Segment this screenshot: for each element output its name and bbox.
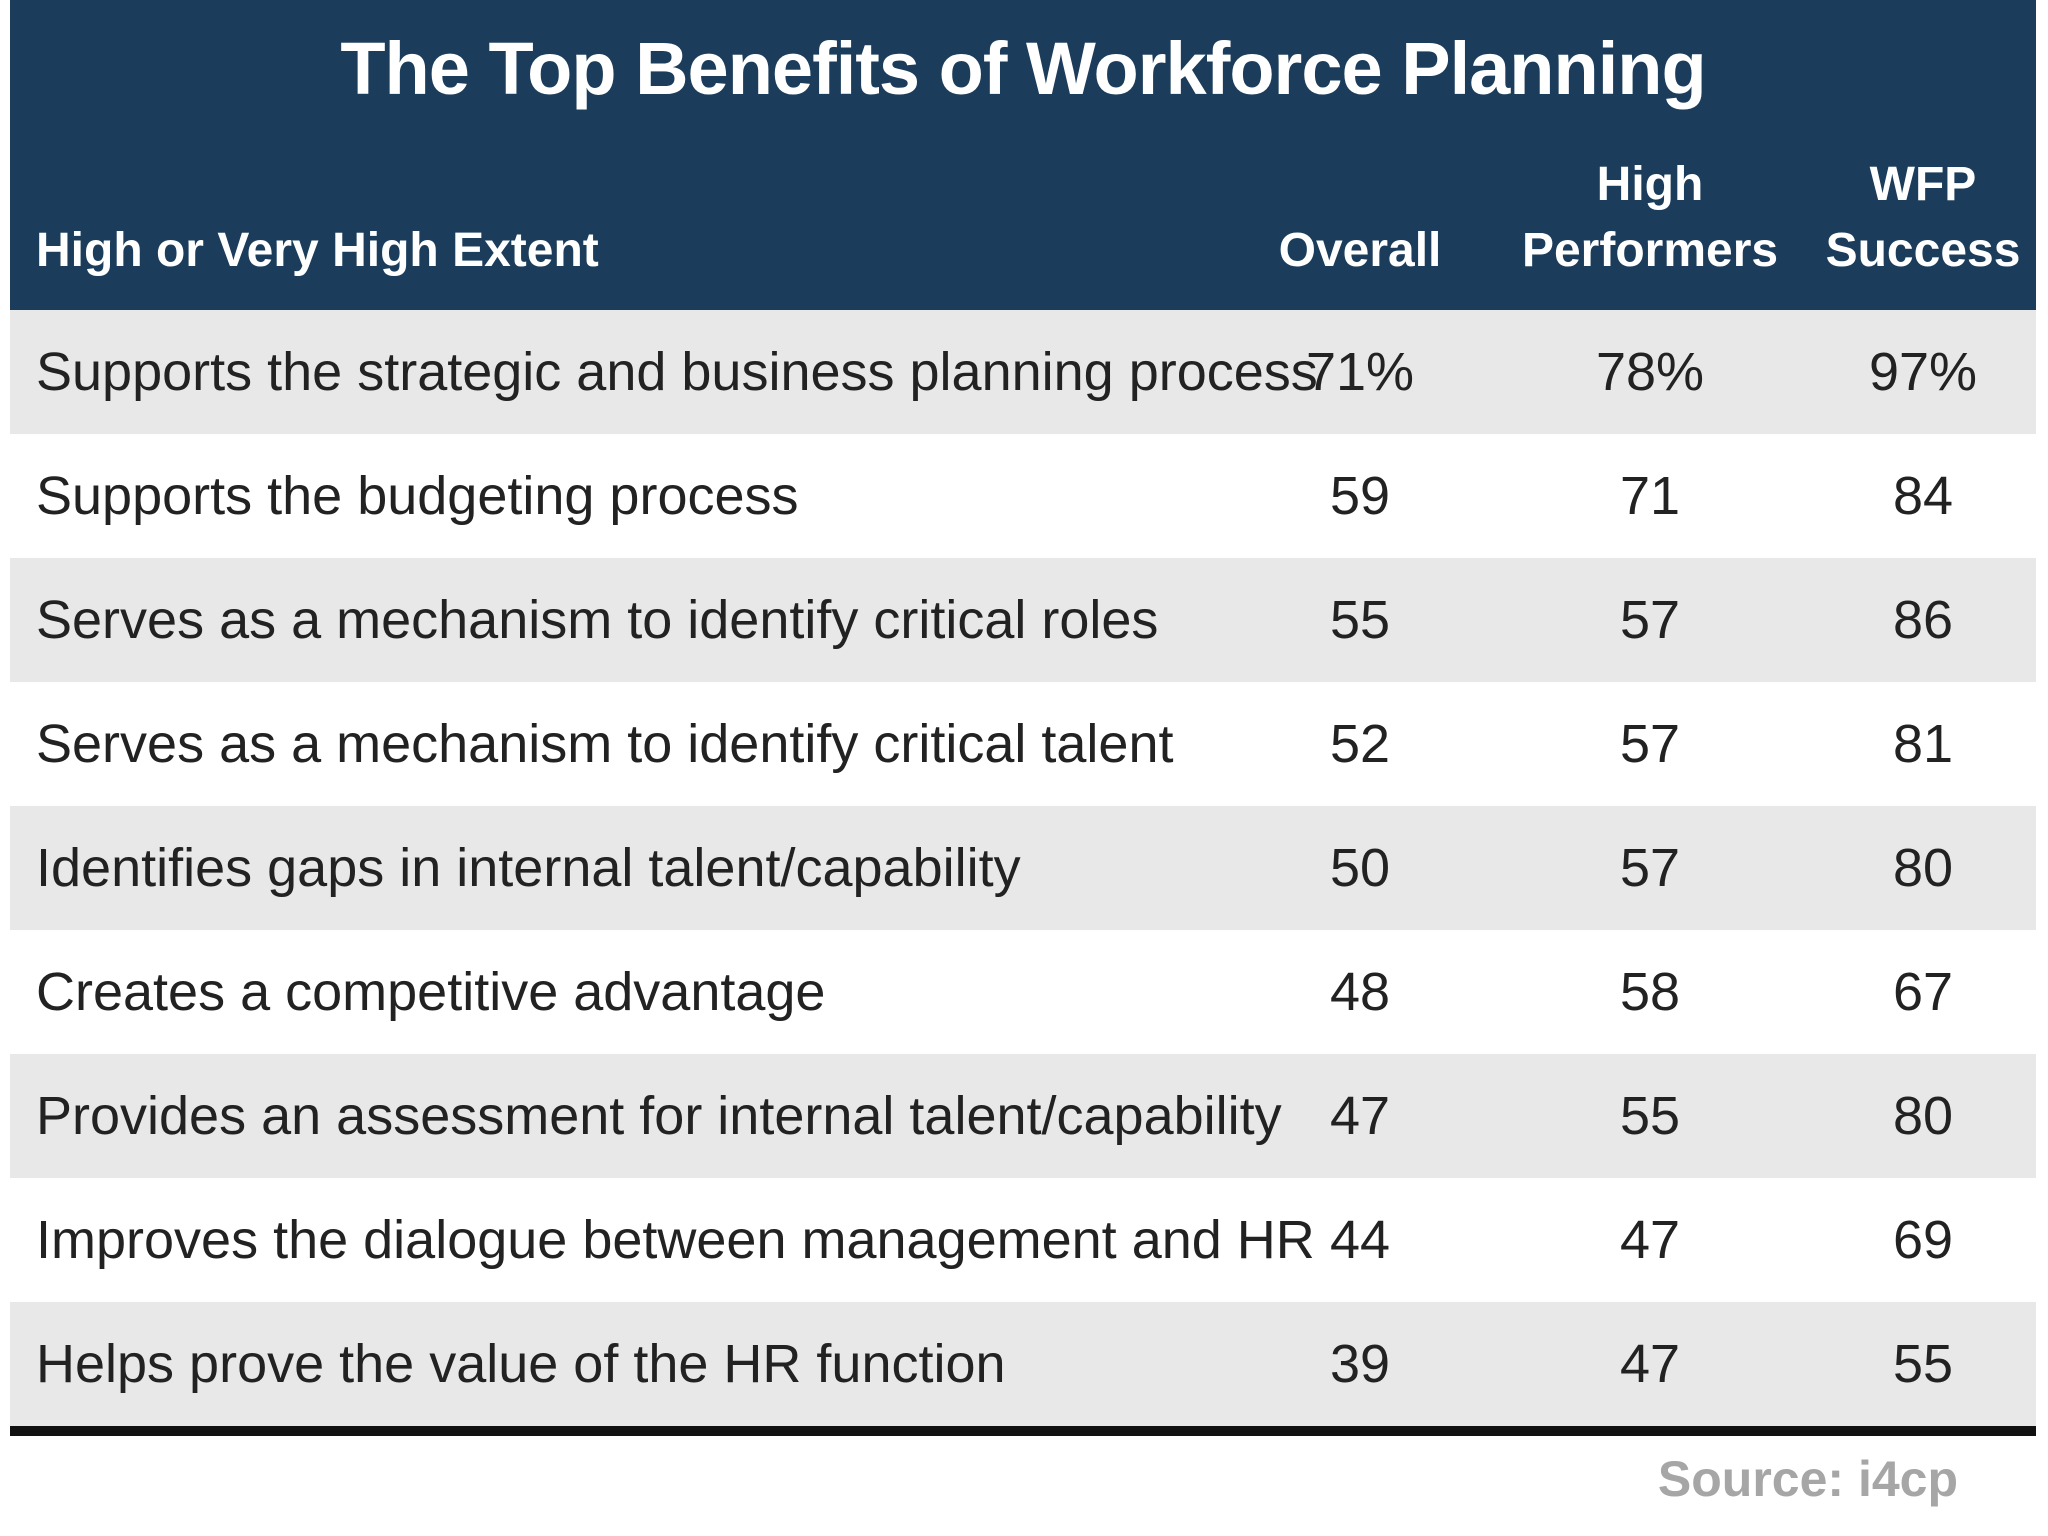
table-row: Supports the budgeting process 59 71 84 xyxy=(10,434,2036,558)
header-wfp-success-line-2: Success xyxy=(1825,224,2021,277)
table-header: The Top Benefits of Workforce Planning H… xyxy=(10,0,2036,310)
cell-wfp-success: 67 xyxy=(1892,962,1954,1022)
row-label: Provides an assessment for internal tale… xyxy=(36,1086,1282,1146)
header-wfp-success-line-1: WFP xyxy=(1869,158,1977,211)
row-label: Creates a competitive advantage xyxy=(36,962,826,1022)
table-row: Supports the strategic and business plan… xyxy=(10,310,2036,434)
table-row: Serves as a mechanism to identify critic… xyxy=(10,558,2036,682)
cell-overall: 47 xyxy=(1329,1086,1391,1146)
cell-overall: 44 xyxy=(1329,1210,1391,1270)
table-row: Helps prove the value of the HR function… xyxy=(10,1302,2036,1426)
header-overall-line-2: Overall xyxy=(1278,224,1442,277)
row-label: Supports the strategic and business plan… xyxy=(36,342,1318,402)
cell-wfp-success: 86 xyxy=(1892,590,1954,650)
table-row: Improves the dialogue between management… xyxy=(10,1178,2036,1302)
cell-overall: 48 xyxy=(1329,962,1391,1022)
row-label: Identifies gaps in internal talent/capab… xyxy=(36,838,1021,898)
cell-overall: 55 xyxy=(1329,590,1391,650)
header-overall-line-1 xyxy=(1240,152,1480,218)
table-row: Creates a competitive advantage 48 58 67 xyxy=(10,930,2036,1054)
cell-wfp-success: 97% xyxy=(1868,342,1978,402)
bottom-rule xyxy=(10,1426,2036,1436)
cell-high-performers: 47 xyxy=(1619,1210,1681,1270)
source-note: Source: i4cp xyxy=(1657,1451,1958,1507)
row-label: Serves as a mechanism to identify critic… xyxy=(36,590,1159,650)
row-label: Helps prove the value of the HR function xyxy=(36,1334,1006,1394)
header-high-performers-line-1: High xyxy=(1596,158,1704,211)
benefits-table: The Top Benefits of Workforce Planning H… xyxy=(10,0,2036,1436)
cell-overall: 71% xyxy=(1305,342,1415,402)
header-overall: Overall xyxy=(1240,152,1480,284)
header-high-performers: High Performers xyxy=(1500,152,1800,284)
table-row: Serves as a mechanism to identify critic… xyxy=(10,682,2036,806)
cell-overall: 50 xyxy=(1329,838,1391,898)
cell-overall: 39 xyxy=(1329,1334,1391,1394)
header-wfp-success: WFP Success xyxy=(1810,152,2036,284)
cell-wfp-success: 80 xyxy=(1892,1086,1954,1146)
row-label: Serves as a mechanism to identify critic… xyxy=(36,714,1174,774)
table-row: Provides an assessment for internal tale… xyxy=(10,1054,2036,1178)
cell-overall: 52 xyxy=(1329,714,1391,774)
cell-high-performers: 57 xyxy=(1619,838,1681,898)
table-body: Supports the strategic and business plan… xyxy=(10,310,2036,1426)
table-row: Identifies gaps in internal talent/capab… xyxy=(10,806,2036,930)
cell-wfp-success: 81 xyxy=(1892,714,1954,774)
cell-high-performers: 71 xyxy=(1619,466,1681,526)
cell-high-performers: 58 xyxy=(1619,962,1681,1022)
cell-high-performers: 55 xyxy=(1619,1086,1681,1146)
cell-wfp-success: 84 xyxy=(1892,466,1954,526)
header-label-column: High or Very High Extent xyxy=(36,224,599,277)
row-label: Improves the dialogue between management… xyxy=(36,1210,1315,1270)
cell-high-performers: 57 xyxy=(1619,590,1681,650)
cell-high-performers: 47 xyxy=(1619,1334,1681,1394)
cell-overall: 59 xyxy=(1329,466,1391,526)
cell-high-performers: 78% xyxy=(1595,342,1705,402)
row-label: Supports the budgeting process xyxy=(36,466,799,526)
chart-title: The Top Benefits of Workforce Planning xyxy=(340,27,1706,110)
cell-high-performers: 57 xyxy=(1619,714,1681,774)
cell-wfp-success: 69 xyxy=(1892,1210,1954,1270)
header-high-performers-line-2: Performers xyxy=(1521,224,1779,277)
cell-wfp-success: 55 xyxy=(1892,1334,1954,1394)
cell-wfp-success: 80 xyxy=(1892,838,1954,898)
